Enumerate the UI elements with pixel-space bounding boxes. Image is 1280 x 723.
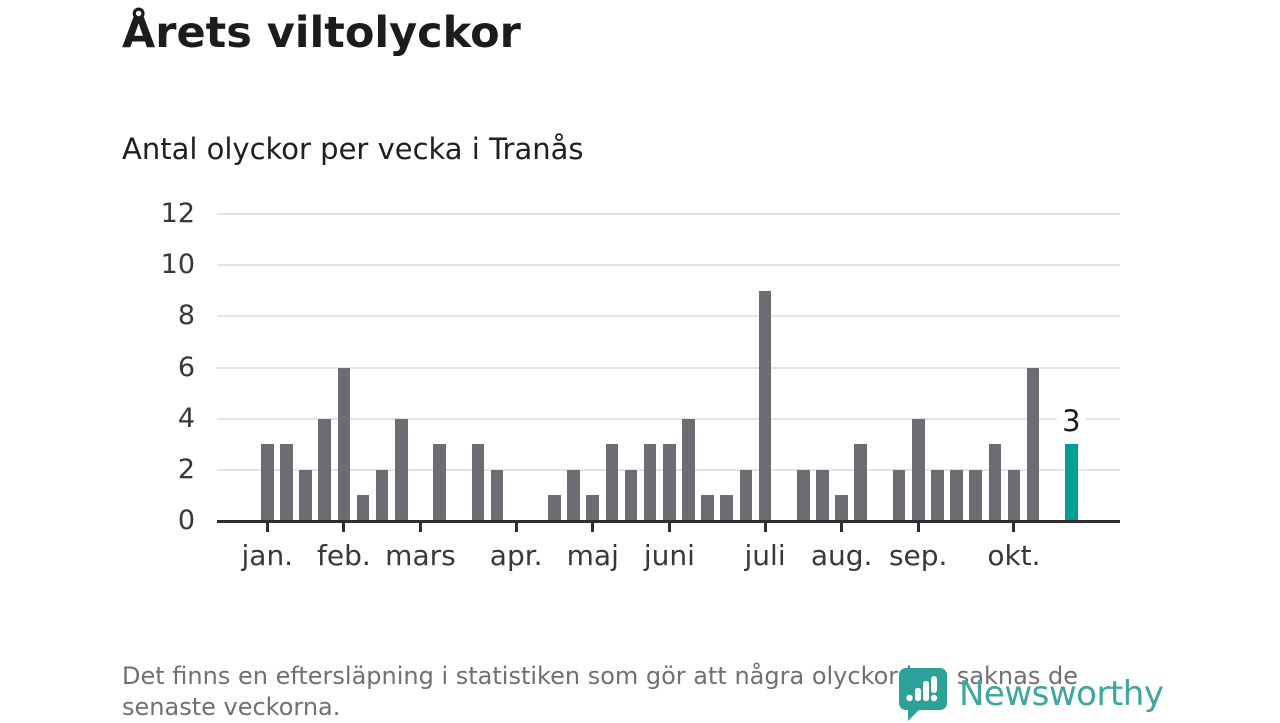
bar (969, 469, 982, 521)
bar (471, 444, 485, 521)
bar (797, 469, 810, 521)
bar (950, 469, 963, 521)
bar (720, 495, 734, 521)
y-axis-label: 8 (177, 300, 195, 332)
x-axis-line (217, 520, 1120, 523)
y-axis-label: 0 (177, 505, 195, 536)
x-axis-label: apr. (489, 539, 543, 572)
y-axis-label: 10 (160, 249, 195, 281)
page-title: Årets viltolyckor (122, 8, 521, 58)
x-axis-label: okt. (987, 539, 1041, 572)
x-tick (418, 523, 422, 532)
bar (739, 469, 753, 521)
x-tick (265, 523, 269, 532)
bar (490, 469, 504, 521)
y-axis-label: 6 (177, 351, 195, 383)
x-axis-label: jan. (241, 539, 294, 572)
grid-line (217, 264, 1120, 267)
newsworthy-logo-text: Newsworthy (959, 674, 1164, 714)
bar-value-label: 3 (1057, 404, 1086, 439)
bar (605, 444, 619, 521)
x-tick (840, 523, 844, 532)
grid-line (217, 315, 1120, 318)
chart-subtitle: Antal olyckor per vecka i Tranås (122, 132, 584, 166)
bar (433, 444, 446, 521)
y-axis-label: 2 (177, 453, 195, 485)
bar (299, 469, 312, 521)
bar (1007, 469, 1021, 521)
bar (337, 367, 351, 521)
x-tick (342, 523, 346, 532)
x-axis-label: mars (385, 539, 456, 572)
bar (816, 469, 829, 521)
y-axis-label: 12 (160, 198, 195, 229)
bar (758, 290, 772, 521)
bar (395, 418, 408, 521)
bar (567, 469, 580, 521)
bar (988, 444, 1002, 521)
bar (854, 444, 868, 521)
bar (663, 444, 676, 521)
x-tick (1012, 523, 1016, 532)
bar (643, 444, 657, 521)
x-axis-label: aug. (810, 539, 873, 572)
bar (586, 495, 600, 521)
x-tick (916, 523, 920, 532)
x-axis-label: sep. (888, 539, 948, 572)
x-tick (514, 523, 518, 532)
bar (375, 469, 389, 521)
x-axis-label: feb. (316, 539, 371, 572)
bar (701, 495, 714, 521)
newsworthy-logo: Newsworthy (897, 666, 1164, 722)
bar (1026, 367, 1040, 521)
bar (261, 444, 274, 521)
x-axis-label: maj (566, 539, 619, 572)
bar (682, 418, 695, 521)
x-axis-label: juni (643, 539, 695, 572)
bar (356, 495, 370, 521)
bar (624, 469, 638, 521)
x-axis-label: juli (744, 539, 786, 572)
grid-line (217, 213, 1120, 215)
bar (835, 495, 848, 521)
bar (892, 469, 906, 521)
bar (318, 418, 332, 521)
bar (548, 495, 561, 521)
x-tick (591, 523, 595, 532)
x-tick (667, 523, 671, 532)
bar (280, 444, 293, 521)
grid-line (217, 417, 1120, 420)
newsworthy-logo-icon (899, 668, 947, 721)
x-tick (763, 523, 767, 532)
bar-highlighted (1065, 444, 1078, 521)
bar-chart: 0 2 4 6 8 10 12 jan. feb. mars apr. maj juni juli aug.… (0, 195, 1280, 615)
y-axis-label: 4 (177, 402, 195, 434)
grid-line (217, 366, 1120, 369)
bar (911, 418, 925, 521)
bar (931, 469, 944, 521)
plot-area (217, 213, 1120, 521)
